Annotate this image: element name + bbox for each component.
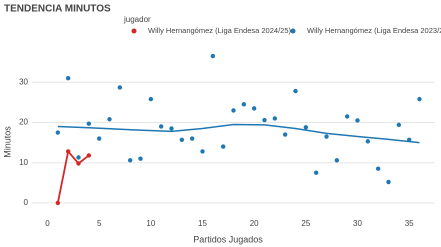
data-point: [189, 136, 195, 141]
data-point: [303, 125, 309, 130]
series-line: [56, 149, 90, 204]
data-point: [282, 132, 288, 137]
data-point: [251, 106, 257, 111]
data-point: [324, 134, 329, 139]
x-axis-label: Partidos Jugados: [193, 234, 263, 244]
data-point: [334, 158, 340, 163]
legend-marker: [131, 28, 137, 34]
data-point: [200, 149, 205, 154]
data-point: [386, 179, 391, 185]
data-point: [117, 85, 123, 90]
data-point: [375, 166, 381, 171]
chart-title: TENDENCIA MINUTOS: [4, 4, 111, 15]
x-tick-label: 0: [45, 219, 50, 228]
x-tick-label: 10: [146, 219, 155, 228]
data-point: [179, 137, 185, 142]
trend-line: [57, 123, 420, 144]
data-point: [76, 161, 81, 166]
y-tick-label: 30: [19, 77, 28, 86]
data-point: [65, 149, 71, 154]
data-point: [158, 124, 164, 129]
data-point: [86, 153, 92, 158]
y-axis-label: Minutos: [2, 126, 12, 158]
data-point: [138, 156, 143, 161]
x-tick-label: 5: [97, 219, 102, 228]
x-tick-label: 30: [353, 219, 362, 228]
data-point: [169, 126, 174, 131]
data-point: [210, 53, 216, 59]
data-point: [355, 118, 360, 123]
data-point: [148, 96, 154, 102]
y-tick-label: 10: [19, 158, 28, 167]
data-point: [417, 96, 422, 102]
data-point: [76, 155, 81, 160]
legend-marker: [290, 28, 296, 34]
x-tick-label: 35: [405, 219, 414, 228]
data-point: [313, 170, 319, 175]
data-point: [127, 158, 133, 163]
legend-label: Willy Hernangómez (Liga Endesa 2024/25): [148, 26, 291, 35]
data-point: [396, 122, 402, 128]
data-point: [86, 121, 92, 126]
data-point: [344, 114, 350, 119]
data-point: [96, 136, 102, 141]
data-point: [272, 116, 278, 121]
legend-title: jugador: [123, 15, 151, 24]
data-point: [220, 144, 226, 149]
y-tick-label: 0: [24, 198, 29, 207]
data-point: [231, 108, 236, 113]
x-tick-label: 15: [198, 219, 207, 228]
y-tick-label: 20: [19, 118, 28, 127]
data-point: [365, 139, 371, 144]
data-point: [406, 137, 412, 142]
data-point: [55, 130, 61, 135]
data-point: [241, 102, 247, 107]
x-tick-label: 20: [250, 219, 259, 228]
data-point: [262, 117, 267, 123]
x-tick-label: 25: [301, 219, 310, 228]
data-point: [55, 200, 61, 206]
data-point: [293, 88, 298, 94]
data-point: [65, 76, 71, 81]
legend-label: Willy Hernangómez (Liga Endesa 2023/24): [307, 26, 441, 35]
data-point: [107, 117, 112, 122]
